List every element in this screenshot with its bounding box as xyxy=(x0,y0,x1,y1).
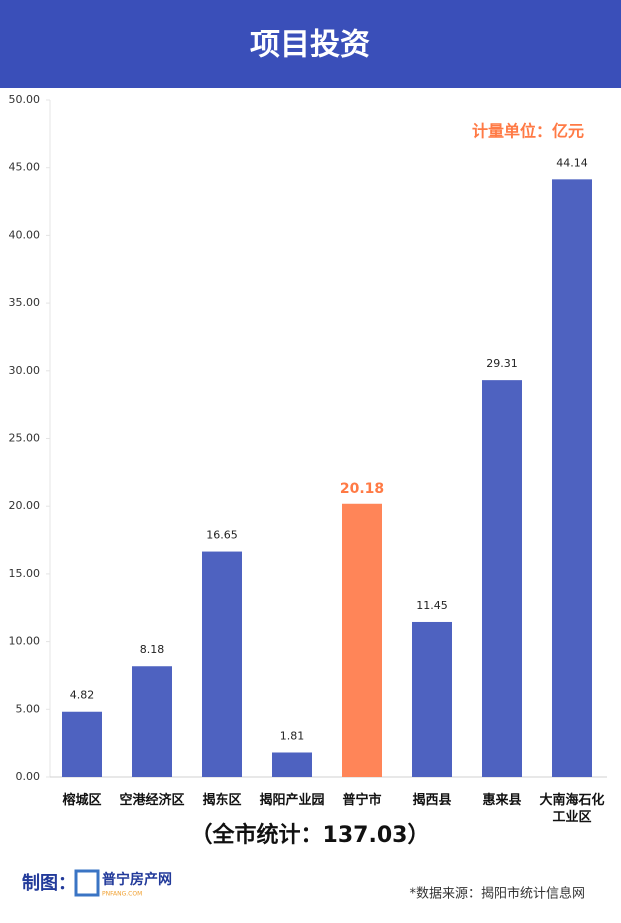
y-tick-label: 35.00 xyxy=(9,296,41,309)
value-label: 4.82 xyxy=(70,689,95,702)
chart-title: 项目投资 xyxy=(250,28,370,63)
bar xyxy=(62,711,102,777)
logo-subtext: PNFANG.COM xyxy=(102,891,142,898)
bar xyxy=(342,503,382,777)
bar xyxy=(272,752,312,777)
value-label: 20.18 xyxy=(340,481,384,497)
bar xyxy=(132,666,172,777)
source: *数据来源：揭阳市统计信息网 xyxy=(409,886,585,902)
value-label: 11.45 xyxy=(416,599,448,612)
y-tick-label: 45.00 xyxy=(9,161,41,174)
bar xyxy=(412,621,452,777)
y-tick-label: 40.00 xyxy=(9,228,41,241)
x-tick-label: 大南海石化工业区 xyxy=(539,793,605,825)
unit-note: 计量单位：亿元 xyxy=(472,122,584,141)
x-tick-label: 惠来县 xyxy=(482,793,522,808)
value-label: 29.31 xyxy=(486,357,518,370)
y-tick-label: 0.00 xyxy=(16,770,41,783)
bar xyxy=(482,380,522,777)
bar xyxy=(202,551,242,777)
x-tick-label: 揭阳产业园 xyxy=(259,793,325,808)
x-tick-label: 揭西县 xyxy=(412,793,452,808)
title-banner xyxy=(0,0,621,88)
y-tick-label: 20.00 xyxy=(9,499,41,512)
credit: 制图： xyxy=(22,873,76,894)
total-note: （全市统计：137.03） xyxy=(191,822,430,848)
logo-icon xyxy=(74,869,100,897)
value-label: 1.81 xyxy=(280,729,305,742)
y-tick-label: 25.00 xyxy=(9,432,41,445)
bar xyxy=(552,179,592,777)
y-tick-label: 15.00 xyxy=(9,567,41,580)
x-tick-label: 普宁市 xyxy=(342,793,382,808)
x-tick-label: 空港经济区 xyxy=(119,793,185,808)
x-tick-label: 榕城区 xyxy=(62,793,102,808)
y-tick-label: 5.00 xyxy=(16,702,41,715)
value-label: 8.18 xyxy=(140,643,165,656)
logo-text: 普宁房产网 xyxy=(102,871,172,888)
y-tick-label: 10.00 xyxy=(9,635,41,648)
y-tick-label: 50.00 xyxy=(9,93,41,106)
value-label: 16.65 xyxy=(206,529,238,542)
x-tick-label: 揭东区 xyxy=(202,793,242,808)
value-label: 44.14 xyxy=(556,156,588,169)
y-tick-label: 30.00 xyxy=(9,364,41,377)
